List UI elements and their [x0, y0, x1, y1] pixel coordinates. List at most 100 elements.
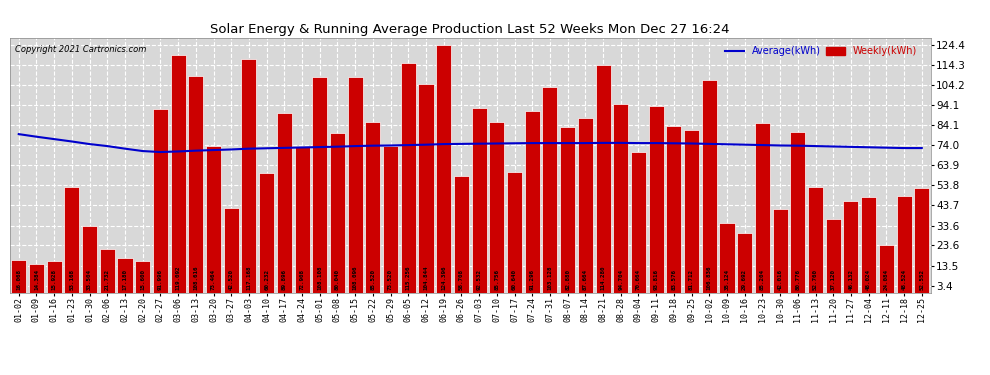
Bar [897, 196, 912, 292]
Text: 82.880: 82.880 [565, 268, 570, 290]
Bar [224, 208, 239, 292]
Bar [365, 122, 380, 292]
Bar [401, 63, 416, 292]
Text: 46.132: 46.132 [848, 268, 853, 290]
Text: 72.908: 72.908 [300, 268, 305, 290]
Text: 37.120: 37.120 [831, 268, 836, 290]
Bar [666, 126, 681, 292]
Bar [294, 147, 310, 292]
Bar [525, 111, 540, 292]
Text: 15.600: 15.600 [141, 268, 146, 290]
Bar [453, 176, 469, 292]
Text: 108.096: 108.096 [352, 265, 357, 290]
Bar [914, 188, 930, 292]
Text: 60.640: 60.640 [512, 268, 517, 290]
Text: 91.296: 91.296 [530, 268, 535, 290]
Bar [188, 76, 203, 292]
Text: 117.168: 117.168 [247, 265, 251, 290]
Bar [152, 109, 168, 292]
Bar [738, 233, 752, 292]
Bar [720, 222, 735, 292]
Text: 29.692: 29.692 [742, 268, 747, 290]
Text: 48.024: 48.024 [866, 268, 871, 290]
Text: 115.256: 115.256 [406, 265, 411, 290]
Text: 91.996: 91.996 [157, 268, 163, 290]
Text: 73.520: 73.520 [388, 268, 393, 290]
Bar [82, 226, 97, 292]
Text: 48.524: 48.524 [902, 268, 907, 290]
Text: 15.928: 15.928 [51, 268, 56, 290]
Bar [489, 122, 504, 292]
Bar [754, 123, 770, 292]
Text: 52.552: 52.552 [920, 268, 925, 290]
Text: 85.204: 85.204 [760, 268, 765, 290]
Text: 92.532: 92.532 [476, 268, 481, 290]
Text: 80.776: 80.776 [795, 268, 800, 290]
Bar [613, 104, 629, 292]
Legend: Average(kWh), Weekly(kWh): Average(kWh), Weekly(kWh) [721, 42, 921, 60]
Text: 103.128: 103.128 [547, 265, 552, 290]
Text: 17.180: 17.180 [123, 268, 128, 290]
Bar [578, 118, 593, 292]
Bar [790, 132, 805, 292]
Text: 52.760: 52.760 [813, 268, 818, 290]
Bar [507, 172, 522, 292]
Text: 70.664: 70.664 [636, 268, 641, 290]
Bar [596, 65, 611, 292]
Bar [29, 264, 44, 292]
Text: 108.616: 108.616 [193, 265, 198, 290]
Text: 33.504: 33.504 [87, 268, 92, 290]
Bar [47, 261, 61, 292]
Text: Copyright 2021 Cartronics.com: Copyright 2021 Cartronics.com [15, 45, 146, 54]
Text: 42.016: 42.016 [777, 268, 783, 290]
Text: 53.168: 53.168 [69, 268, 74, 290]
Bar [206, 146, 221, 292]
Title: Solar Energy & Running Average Production Last 52 Weeks Mon Dec 27 16:24: Solar Energy & Running Average Productio… [211, 23, 730, 36]
Bar [684, 130, 699, 292]
Text: 87.664: 87.664 [583, 268, 588, 290]
Bar [560, 128, 575, 292]
Bar [118, 258, 133, 292]
Bar [312, 77, 328, 292]
Text: 85.520: 85.520 [370, 268, 375, 290]
Text: 73.464: 73.464 [211, 268, 216, 290]
Bar [648, 106, 663, 292]
Bar [347, 77, 362, 292]
Text: 114.280: 114.280 [601, 265, 606, 290]
Text: 14.384: 14.384 [34, 268, 39, 290]
Bar [861, 197, 876, 292]
Bar [702, 80, 717, 292]
Text: 16.068: 16.068 [16, 268, 21, 290]
Bar [471, 108, 487, 292]
Bar [259, 172, 274, 292]
Text: 104.844: 104.844 [424, 265, 429, 290]
Bar [772, 209, 788, 292]
Bar [11, 261, 27, 292]
Text: 80.040: 80.040 [335, 268, 340, 290]
Bar [826, 219, 841, 292]
Text: 106.836: 106.836 [707, 265, 712, 290]
Text: 24.084: 24.084 [884, 268, 889, 290]
Bar [136, 261, 150, 292]
Text: 60.232: 60.232 [264, 268, 269, 290]
Text: 81.712: 81.712 [689, 268, 694, 290]
Bar [631, 152, 646, 292]
Text: 42.520: 42.520 [229, 268, 234, 290]
Text: 93.816: 93.816 [653, 268, 658, 290]
Bar [242, 59, 256, 292]
Bar [330, 133, 345, 292]
Text: 35.124: 35.124 [725, 268, 730, 290]
Bar [543, 87, 557, 292]
Bar [419, 84, 434, 292]
Text: 58.708: 58.708 [459, 268, 464, 290]
Bar [383, 146, 398, 292]
Bar [437, 45, 451, 292]
Bar [843, 201, 858, 292]
Text: 108.108: 108.108 [317, 265, 323, 290]
Text: 83.576: 83.576 [671, 268, 676, 290]
Text: 94.704: 94.704 [618, 268, 624, 290]
Bar [808, 188, 823, 292]
Bar [100, 249, 115, 292]
Bar [170, 55, 186, 292]
Text: 21.732: 21.732 [105, 268, 110, 290]
